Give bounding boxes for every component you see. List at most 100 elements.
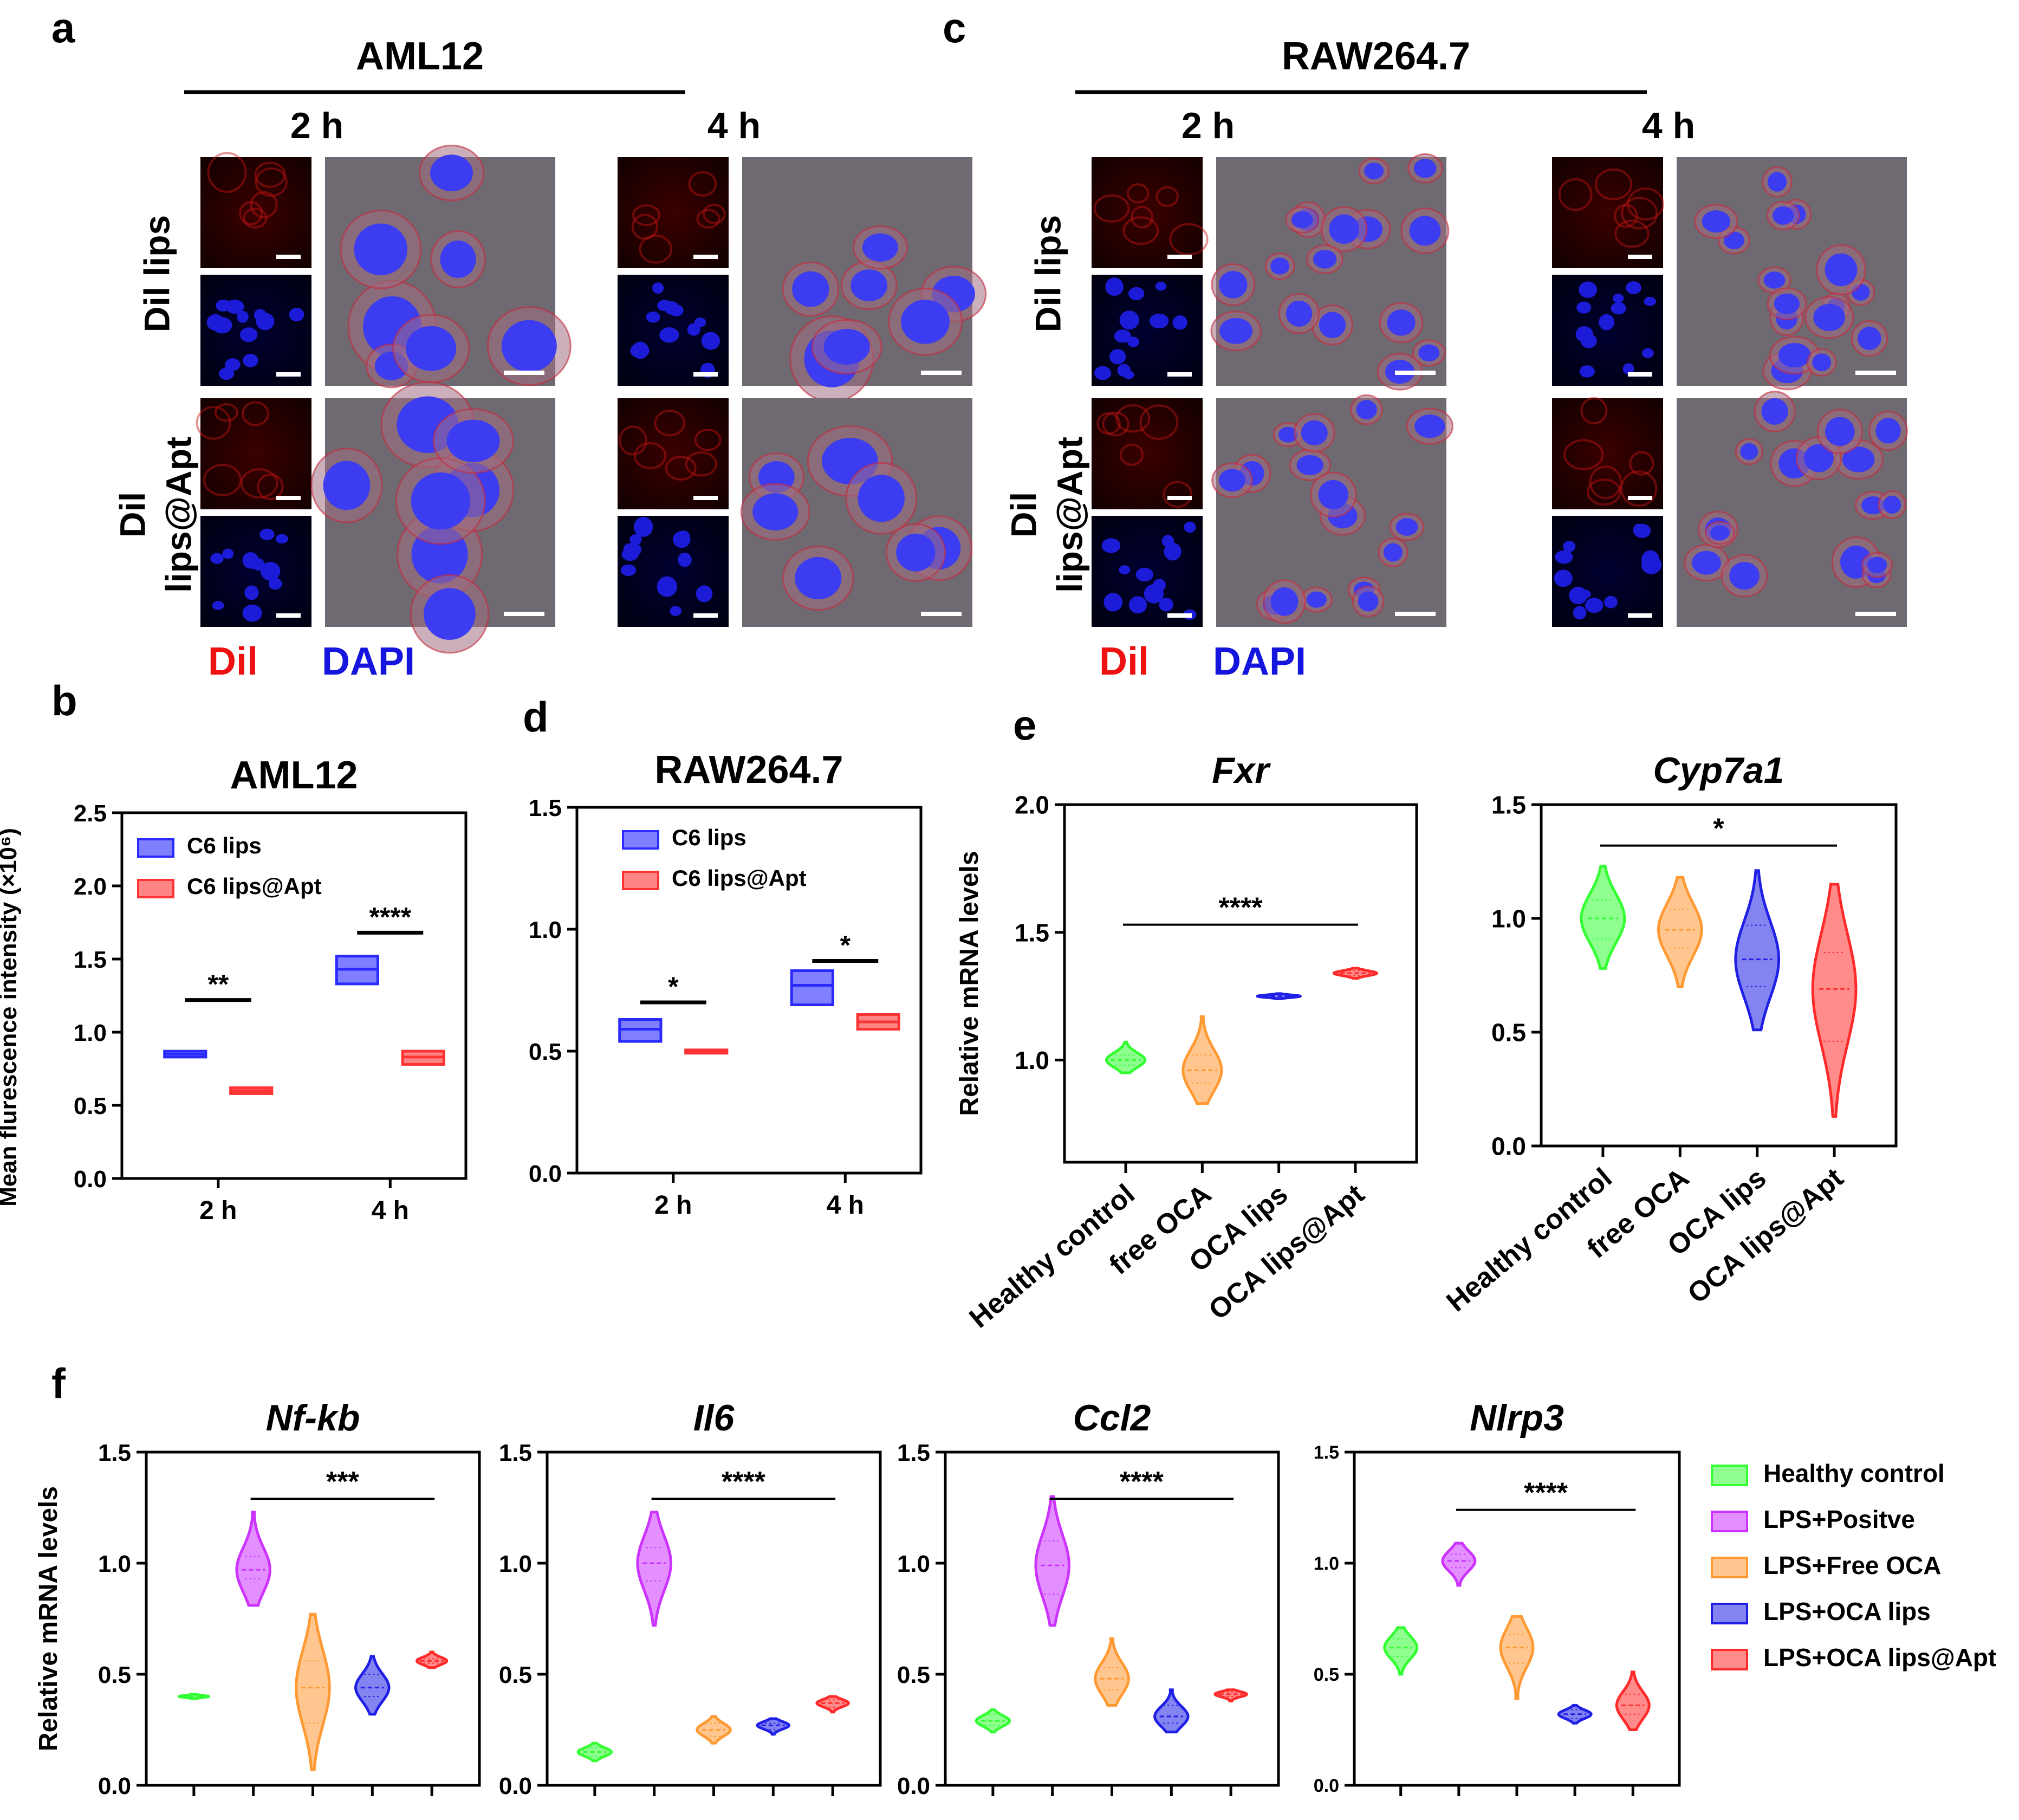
membrane-signal: [1621, 197, 1658, 230]
violin-mark: [354, 1655, 391, 1716]
chart-b: 0.0 0.5 1.0 1.5 2.0 2.5 AML12 Mean flurescence …: [0, 754, 468, 1225]
nucleus: [210, 553, 224, 564]
x-tick-label: 4 h: [827, 1191, 864, 1220]
nucleus: [1101, 538, 1121, 553]
x-tick-label: 2 h: [654, 1191, 692, 1220]
legend-dapi: DAPI: [1213, 640, 1306, 683]
nucleus: [1710, 525, 1730, 541]
nucleus: [1812, 353, 1832, 372]
y-tick-label: 1.0: [1314, 1553, 1339, 1574]
membrane-signal: [696, 209, 720, 229]
violin-mark: [1580, 864, 1626, 970]
nucleus: [1813, 303, 1846, 332]
significance-label: ****: [1219, 892, 1263, 924]
y-tick-label: 1.0: [529, 917, 562, 943]
nucleus: [1383, 543, 1403, 562]
dil-channel-tile: [618, 398, 729, 509]
violin-mark: [1615, 1670, 1651, 1731]
nucleus: [1218, 469, 1246, 492]
legend-swatch: [137, 879, 174, 898]
significance-label: *: [1713, 813, 1724, 845]
membrane-signal: [257, 473, 284, 501]
chart-f3: 0.0 0.5 1.0 1.5 Ccl2 ****: [897, 1397, 1280, 1799]
nucleus: [1387, 309, 1416, 336]
nucleus: [1149, 313, 1169, 329]
chart-title: AML12: [230, 754, 358, 797]
nucleus: [1702, 210, 1731, 233]
y-tick-label: 1.0: [1015, 1046, 1049, 1074]
membrane-signal: [1629, 451, 1654, 476]
nucleus: [1414, 414, 1445, 438]
scale-bar: [1167, 255, 1192, 259]
y-tick-label: 0.5: [1314, 1664, 1339, 1685]
membrane-signal: [1139, 404, 1179, 440]
nucleus: [1740, 443, 1758, 461]
dil-channel-tile: [1552, 398, 1663, 509]
nucleus: [1604, 595, 1618, 608]
y-axis-label: Mean flurescence intensity (×10⁶): [0, 828, 22, 1207]
nucleus: [1103, 593, 1123, 612]
violin-mark: [1034, 1495, 1070, 1627]
scale-bar: [1855, 612, 1896, 616]
dil-channel-tile: [200, 157, 311, 268]
nucleus: [1644, 296, 1657, 306]
time-label: 2 h: [290, 105, 343, 146]
legend-dil: Dil: [208, 640, 258, 683]
membrane-signal: [1558, 178, 1593, 211]
significance-label: ****: [1120, 1466, 1164, 1498]
nucleus: [657, 576, 678, 597]
violin-mark: [295, 1612, 331, 1771]
legend-label: C6 lips@Apt: [187, 873, 322, 899]
membrane-signal: [1589, 465, 1622, 500]
significance-label: *: [840, 930, 851, 961]
nucleus: [1641, 348, 1654, 359]
scale-bar: [1628, 613, 1652, 618]
nucleus: [1825, 417, 1855, 446]
scale-bar: [921, 612, 962, 616]
nucleus: [1575, 326, 1593, 342]
membrane-signal: [1169, 223, 1209, 256]
nucleus: [411, 472, 470, 530]
membrane-signal: [632, 204, 660, 226]
violin-mark: [1441, 1542, 1477, 1587]
y-tick-label: 0.5: [529, 1039, 562, 1065]
nucleus: [1270, 587, 1299, 616]
nucleus: [1573, 606, 1587, 620]
nucleus: [1579, 281, 1598, 298]
legend-label: LPS+Free OCA: [1763, 1551, 1942, 1579]
nucleus: [1164, 542, 1181, 561]
nucleus: [851, 269, 888, 302]
y-tick-label: 1.5: [897, 1440, 930, 1466]
nucleus: [752, 493, 798, 530]
membrane-signal: [1131, 205, 1154, 229]
legend-label: C6 lips@Apt: [672, 865, 807, 891]
nucleus: [1128, 596, 1147, 614]
violin-mark: [975, 1708, 1011, 1734]
nucleus: [1161, 535, 1174, 547]
nucleus: [1119, 310, 1139, 330]
nucleus: [1761, 398, 1788, 425]
y-tick-label: 1.0: [499, 1551, 532, 1577]
nucleus: [1723, 231, 1744, 249]
membrane-signal: [203, 463, 242, 496]
row-label: Dil lips: [1028, 215, 1068, 332]
nucleus: [1291, 211, 1313, 229]
dil-channel-tile: [1092, 398, 1203, 509]
nucleus: [1418, 344, 1440, 361]
scale-bar: [504, 371, 544, 375]
violin-mark: [1094, 1637, 1130, 1707]
violin-mark: [1499, 1615, 1535, 1700]
chart-title: Nf-kb: [266, 1397, 360, 1439]
y-axis-label: Relative mRNA levels: [955, 851, 984, 1116]
nucleus: [261, 561, 281, 581]
y-tick-label: 0.5: [98, 1662, 131, 1688]
x-tick-label: 2 h: [199, 1196, 237, 1225]
chart-title: Fxr: [1212, 750, 1271, 791]
nucleus: [862, 233, 898, 262]
membrane-signal: [239, 201, 263, 225]
violin-mark: [1657, 876, 1703, 988]
nucleus: [225, 358, 241, 371]
violin-mark: [756, 1717, 791, 1736]
violin-mark: [415, 1650, 449, 1669]
